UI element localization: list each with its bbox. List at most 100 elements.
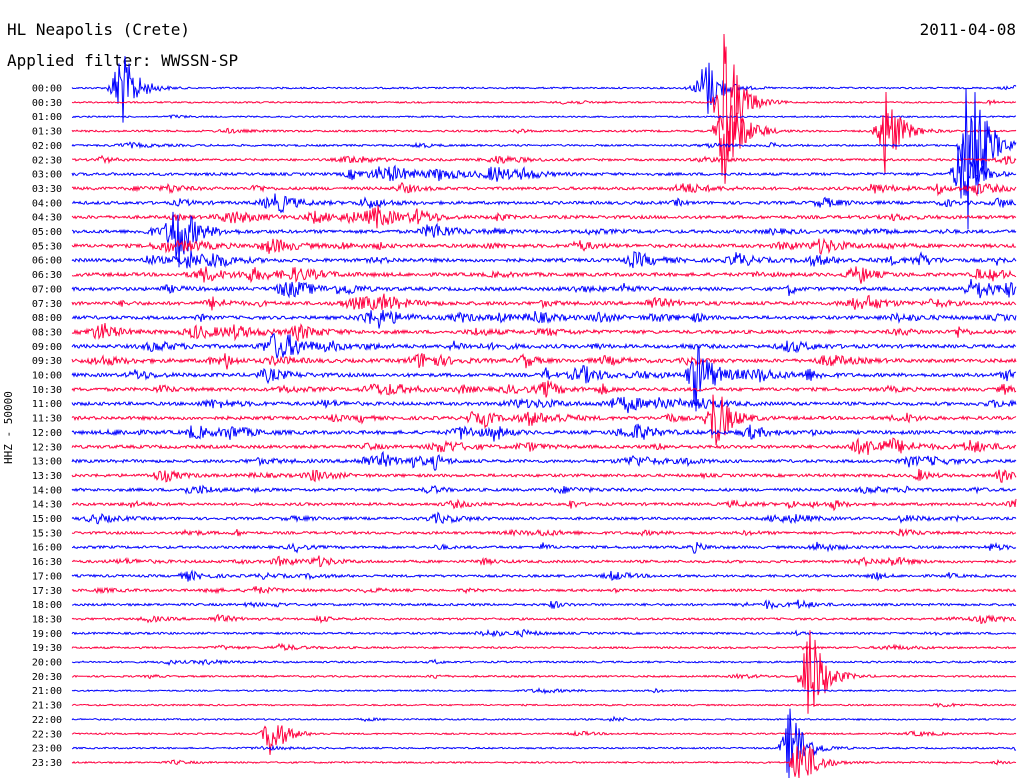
row-tick-label: 16:30: [32, 557, 62, 568]
row-tick-label: 11:30: [32, 414, 62, 425]
row-tick-label: 02:30: [32, 155, 62, 166]
trace-row: [71, 143, 1017, 199]
trace-row: [71, 423, 1017, 442]
trace-row: [71, 702, 1017, 709]
row-tick-label: 21:30: [32, 701, 62, 712]
trace-row: [71, 511, 1017, 525]
row-tick-label: 13:30: [32, 471, 62, 482]
trace-row: [71, 658, 1017, 667]
row-tick-label: 15:00: [32, 514, 62, 525]
trace-row: [71, 293, 1017, 311]
trace-row: [71, 642, 1017, 652]
filter-label: Applied filter: WWSSN-SP: [7, 51, 239, 70]
row-tick-label: 20:00: [32, 658, 62, 669]
trace-row: [71, 744, 1017, 779]
trace-row: [71, 708, 1017, 779]
trace-row: [71, 541, 1017, 554]
trace-row: [71, 266, 1017, 284]
trace-row: [71, 114, 1017, 120]
trace-row: [71, 87, 1017, 230]
trace-row: [71, 498, 1017, 512]
row-tick-label: 03:30: [32, 184, 62, 195]
row-tick-label: 06:00: [32, 256, 62, 267]
row-tick-label: 02:00: [32, 141, 62, 152]
trace-row: [71, 33, 1017, 162]
trace-row: [71, 91, 1017, 184]
row-tick-label: 04:30: [32, 213, 62, 224]
row-tick-label: 23:00: [32, 744, 62, 755]
row-tick-label: 10:00: [32, 371, 62, 382]
trace-row: [71, 323, 1017, 343]
row-tick-label: 01:00: [32, 112, 62, 123]
trace-row: [71, 181, 1017, 197]
row-tick-label: 14:30: [32, 500, 62, 511]
row-tick-label: 18:00: [32, 600, 62, 611]
trace-row: [71, 380, 1017, 398]
trace-row: [71, 613, 1017, 625]
row-tick-label: 17:00: [32, 571, 62, 582]
trace-row: [71, 437, 1017, 456]
row-tick-label: 00:00: [32, 84, 62, 95]
trace-row: [71, 527, 1017, 538]
row-tick-label: 12:00: [32, 428, 62, 439]
row-tick-label: 08:00: [32, 313, 62, 324]
trace-row: [71, 56, 1017, 123]
row-tick-label: 06:30: [32, 270, 62, 281]
trace-row: [71, 250, 1017, 269]
trace-row: [71, 630, 1017, 714]
row-tick-label: 20:30: [32, 672, 62, 683]
row-tick-label: 15:30: [32, 528, 62, 539]
row-tick-labels: 00:00 00:30 01:00 01:30 02:00 02:30 03:00 03:30…: [32, 84, 62, 769]
seismic-traces: [71, 33, 1017, 779]
trace-row: [71, 687, 1017, 695]
trace-row: [71, 599, 1017, 611]
row-tick-label: 03:00: [32, 170, 62, 181]
trace-row: [71, 343, 1017, 412]
row-tick-label: 21:00: [32, 686, 62, 697]
row-tick-label: 08:30: [32, 327, 62, 338]
trace-row: [71, 569, 1017, 582]
row-tick-label: 09:30: [32, 356, 62, 367]
trace-row: [71, 468, 1017, 483]
row-tick-label: 00:30: [32, 98, 62, 109]
station-title: HL Neapolis (Crete): [7, 20, 191, 39]
row-tick-label: 07:00: [32, 284, 62, 295]
trace-row: [71, 628, 1017, 638]
trace-row: [71, 585, 1017, 595]
row-tick-label: 04:00: [32, 198, 62, 209]
row-tick-label: 16:00: [32, 543, 62, 554]
row-tick-label: 05:30: [32, 241, 62, 252]
trace-row: [71, 450, 1017, 472]
row-tick-label: 19:00: [32, 629, 62, 640]
trace-row: [71, 394, 1017, 446]
row-tick-label: 18:30: [32, 614, 62, 625]
row-tick-label: 13:00: [32, 457, 62, 468]
row-tick-label: 23:30: [32, 758, 62, 769]
row-tick-label: 09:00: [32, 342, 62, 353]
trace-row: [71, 279, 1017, 299]
row-tick-label: 01:30: [32, 127, 62, 138]
row-tick-label: 05:00: [32, 227, 62, 238]
row-tick-label: 19:30: [32, 643, 62, 654]
trace-row: [71, 353, 1017, 370]
row-tick-label: 14:00: [32, 485, 62, 496]
date-label: 2011-04-08: [919, 20, 1016, 39]
trace-row: [72, 154, 1017, 166]
trace-row: [71, 484, 1017, 495]
row-tick-label: 10:30: [32, 385, 62, 396]
row-tick-label: 22:00: [32, 715, 62, 726]
trace-row: [71, 725, 1017, 755]
trace-row: [71, 396, 1017, 414]
row-tick-label: 12:30: [32, 442, 62, 453]
trace-row: [71, 715, 1016, 723]
trace-row: [71, 555, 1017, 568]
row-tick-label: 17:30: [32, 586, 62, 597]
trace-row: [71, 332, 1017, 359]
row-tick-label: 07:30: [32, 299, 62, 310]
trace-row: [71, 205, 1017, 229]
trace-row: [71, 211, 1017, 268]
trace-row: [71, 310, 1017, 329]
trace-row: [71, 237, 1017, 255]
trace-row: [71, 193, 1017, 214]
